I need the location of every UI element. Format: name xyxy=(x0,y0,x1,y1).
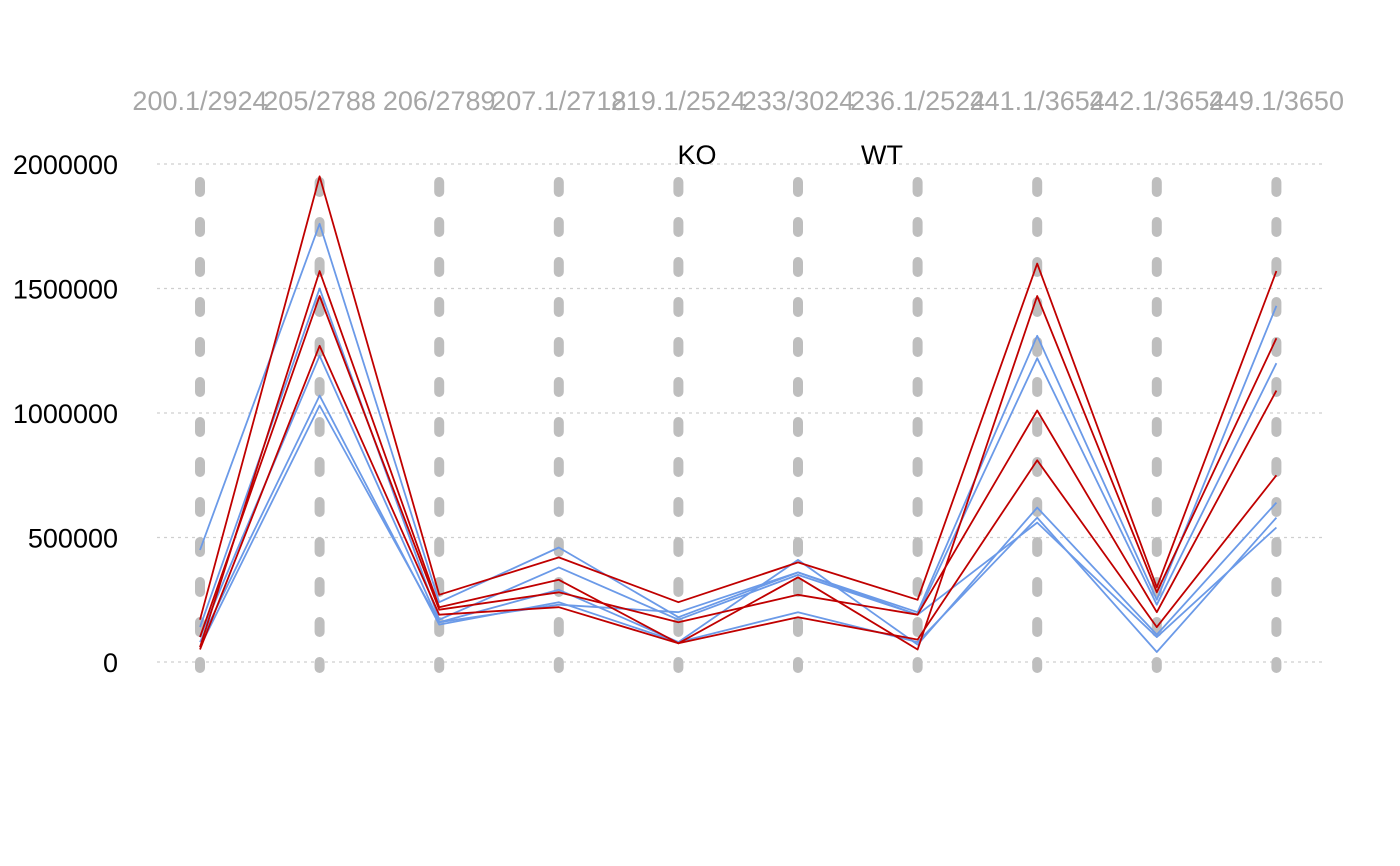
y-tick-label-4: 2000000 xyxy=(13,150,118,180)
y-tick-label-2: 1000000 xyxy=(13,399,118,429)
category-label-1: 205/2788 xyxy=(263,86,376,116)
series-line-ko-3 xyxy=(199,344,1278,650)
category-label-0: 200.1/2924 xyxy=(132,86,267,116)
series-line-wt-8 xyxy=(199,404,1278,648)
y-tick-label-0: 0 xyxy=(103,648,118,678)
legend-label-wt: WT xyxy=(861,140,903,170)
series-lines xyxy=(199,175,1278,653)
category-label-4: 219.1/2524 xyxy=(611,86,746,116)
series-line-wt-7 xyxy=(199,394,1278,653)
y-tick-labels: 0 500000 1000000 1500000 2000000 xyxy=(13,150,118,678)
y-tick-label-1: 500000 xyxy=(28,524,118,554)
series-line-wt-5 xyxy=(199,287,1278,628)
category-label-2: 206/2789 xyxy=(383,86,496,116)
series-line-ko-2 xyxy=(199,295,1278,638)
category-label-3: 207.1/2718 xyxy=(491,86,626,116)
category-label-5: 233/3024 xyxy=(742,86,855,116)
grid-layer xyxy=(157,163,1322,663)
category-label-9: 249.1/3650 xyxy=(1209,86,1344,116)
category-axes-layer xyxy=(195,177,1282,673)
series-line-wt-4 xyxy=(199,222,1278,619)
category-label-8: 242.1/3654 xyxy=(1089,86,1224,116)
category-label-7: 241.1/3654 xyxy=(970,86,1105,116)
category-label-6: 236.1/2524 xyxy=(850,86,985,116)
legend-label-ko: KO xyxy=(677,140,716,170)
series-line-ko-1 xyxy=(199,270,1278,651)
y-tick-label-3: 1500000 xyxy=(13,275,118,305)
legend: KO WT xyxy=(677,140,903,170)
series-line-wt-6 xyxy=(199,354,1278,646)
series-line-ko-0 xyxy=(199,175,1278,620)
